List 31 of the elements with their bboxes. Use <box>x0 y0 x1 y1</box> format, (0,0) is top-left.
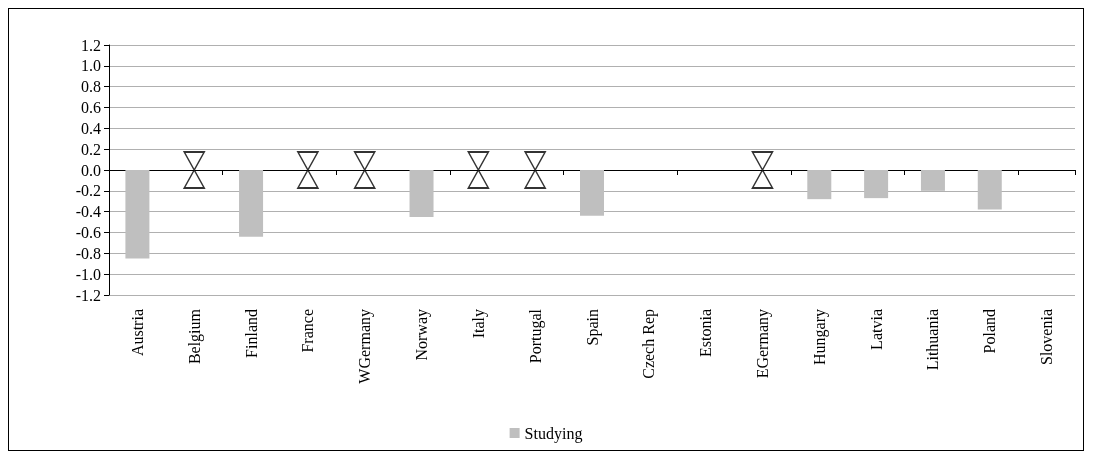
x-tick-label: Portugal <box>526 308 545 364</box>
y-tick-label: 1.0 <box>81 57 101 75</box>
x-tick-label: Spain <box>583 309 602 346</box>
y-tick-label: 0.4 <box>81 119 101 137</box>
y-tick-label: -0.4 <box>75 203 101 221</box>
y-tick-label: 0.0 <box>81 161 101 179</box>
y-tick-label: -0.6 <box>75 224 101 241</box>
y-tick-label: -1.0 <box>75 265 101 283</box>
x-tick-label: EGermany <box>753 309 772 379</box>
x-tick-label: WGermany <box>356 309 375 384</box>
x-tick-label: Austria <box>128 309 146 357</box>
y-tick-label: 0.6 <box>81 99 101 116</box>
x-tick-label: Belgium <box>185 308 204 365</box>
y-tick-label: -1.2 <box>75 286 101 304</box>
y-tick-label: -0.8 <box>75 244 101 262</box>
x-tick-label: France <box>299 309 317 353</box>
x-tick-label: Poland <box>981 309 999 354</box>
x-tick-label: Norway <box>413 309 432 361</box>
x-tick-label: Estonia <box>697 309 715 357</box>
x-tick-label: Italy <box>469 309 488 339</box>
x-tick-label: Slovenia <box>1038 309 1056 365</box>
y-tick-label: 1.2 <box>81 36 101 54</box>
legend-label: Studying <box>524 424 583 443</box>
x-tick-label: Lithuania <box>924 309 942 371</box>
y-tick-label: 0.2 <box>81 140 101 158</box>
x-tick-label: Hungary <box>810 309 829 365</box>
y-tick-label: 0.8 <box>81 78 101 96</box>
x-tick-label: Czech Rep <box>640 309 659 379</box>
y-tick-label: -0.2 <box>75 182 101 200</box>
x-tick-label: Finland <box>242 309 260 358</box>
x-tick-label: Latvia <box>867 309 885 350</box>
